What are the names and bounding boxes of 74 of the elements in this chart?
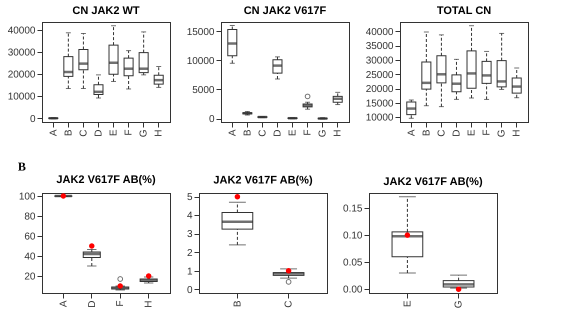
- y-tick-label: 20000: [8, 70, 36, 81]
- point: [146, 273, 152, 279]
- x-tick-label: H: [512, 130, 523, 137]
- y-tick-label: 10000: [186, 56, 215, 67]
- x-tick-label: E: [288, 129, 299, 136]
- y-tick-label: 35000: [366, 41, 394, 52]
- x-tick-label: B: [232, 300, 244, 308]
- chart-title: TOTAL CN: [436, 5, 492, 17]
- y-tick-label: 40000: [8, 26, 36, 37]
- x-tick-label: H: [332, 130, 344, 137]
- y-tick-label: 30000: [366, 56, 394, 66]
- x-tick-label: F: [124, 130, 135, 136]
- chart-title: JAK2 V617F AB(%): [213, 174, 313, 187]
- y-tick-label: 25000: [366, 70, 394, 81]
- chart-title: JAK2 V617F AB(%): [383, 176, 483, 188]
- y-tick-label: 5: [186, 192, 193, 204]
- y-tick-label: 0: [30, 114, 36, 125]
- y-tick-label: 0.15: [343, 204, 363, 215]
- x-tick-label: G: [318, 129, 329, 138]
- y-tick-label: 80: [24, 212, 36, 222]
- point: [117, 283, 123, 289]
- y-tick-label: 15000: [366, 98, 394, 110]
- point: [60, 193, 66, 199]
- x-tick-label: B: [63, 129, 74, 136]
- y-tick-label: 4: [186, 210, 193, 222]
- y-tick-label: 0.10: [343, 230, 363, 242]
- y-tick-label: 100: [18, 192, 36, 202]
- chart-title: CN JAK2 V617F: [244, 5, 327, 17]
- x-tick-label: C: [284, 300, 295, 308]
- x-tick-label: A: [227, 129, 238, 136]
- x-tick-label: A: [58, 300, 70, 308]
- text: B: [18, 160, 26, 174]
- x-tick-label: E: [402, 300, 414, 308]
- chart-title: JAK2 V617F AB(%): [56, 174, 156, 186]
- y-tick-label: 0: [186, 284, 193, 296]
- x-tick-label: A: [406, 129, 418, 136]
- x-tick-label: D: [451, 130, 462, 137]
- y-tick-label: 20: [24, 272, 36, 282]
- y-tick-label: 30000: [8, 48, 36, 59]
- x-tick-label: G: [496, 129, 508, 138]
- x-tick-label: E: [108, 129, 120, 136]
- x-tick-label: C: [257, 130, 268, 137]
- y-tick-label: 2: [186, 248, 193, 259]
- y-tick-label: 10000: [366, 112, 394, 124]
- y-tick-label: 1: [186, 266, 193, 278]
- x-tick-label: G: [454, 300, 465, 308]
- y-tick-label: 0.05: [343, 258, 363, 269]
- x-tick-label: B: [242, 129, 254, 136]
- y-tick-label: 60: [24, 232, 36, 242]
- x-tick-label: F: [302, 130, 314, 136]
- x-tick-label: H: [154, 130, 165, 137]
- x-tick-label: F: [482, 130, 493, 136]
- x-tick-label: D: [93, 130, 104, 137]
- y-tick-label: 10000: [8, 92, 36, 103]
- x-tick-label: A: [48, 129, 60, 136]
- x-tick-label: C: [78, 130, 90, 137]
- x-tick-label: G: [138, 129, 150, 138]
- y-tick-label: 0.00: [343, 284, 363, 296]
- y-tick-label: 15000: [186, 26, 215, 38]
- x-tick-label: D: [272, 130, 284, 137]
- x-tick-label: B: [421, 129, 432, 136]
- y-tick-label: 20000: [366, 84, 394, 96]
- y-tick-label: 3: [186, 229, 193, 240]
- point: [89, 243, 95, 249]
- x-tick-label: D: [86, 300, 98, 308]
- x-tick-label: C: [436, 130, 448, 137]
- y-tick-label: 40: [24, 252, 36, 262]
- x-tick-label: H: [144, 300, 155, 308]
- y-tick-label: 0: [208, 114, 215, 126]
- chart-title: CN JAK2 WT: [72, 5, 140, 17]
- x-tick-label: F: [115, 300, 126, 307]
- y-tick-label: 5000: [192, 84, 215, 96]
- y-tick-label: 40000: [366, 26, 394, 38]
- x-tick-label: E: [466, 129, 478, 136]
